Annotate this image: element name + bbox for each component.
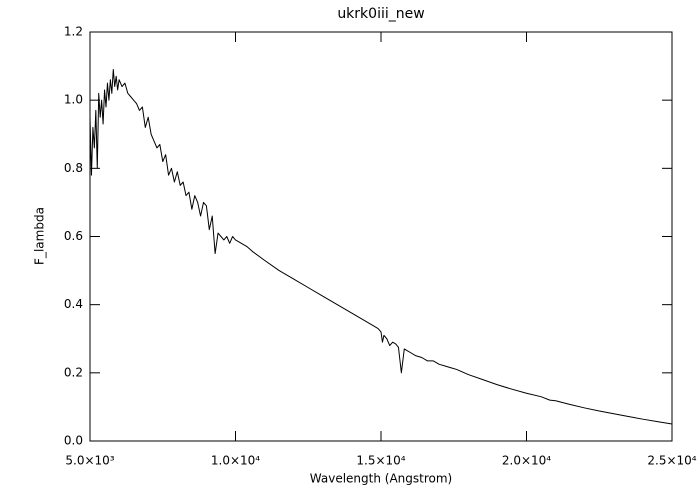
- y-tick-label: 0.6: [64, 229, 83, 243]
- spectrum-line: [89, 68, 673, 425]
- x-axis-label: Wavelength (Angstrom): [310, 472, 452, 486]
- y-tick-label: 0.2: [64, 365, 83, 379]
- y-tick-label: 1.2: [64, 25, 83, 39]
- chart-title: ukrk0iii_new: [337, 6, 424, 22]
- y-tick-label: 0.4: [64, 297, 83, 311]
- x-tick-label: 1.5×10⁴: [356, 454, 405, 468]
- y-tick-label: 0.8: [64, 161, 83, 175]
- y-axis-label: F_lambda: [33, 207, 47, 265]
- x-tick-label: 1.0×10⁴: [211, 454, 260, 468]
- x-tick-label: 2.0×10⁴: [502, 454, 551, 468]
- x-tick-label: 2.5×10⁴: [647, 454, 696, 468]
- x-tick-label: 5.0×10³: [65, 454, 114, 468]
- y-tick-label: 1.0: [64, 93, 83, 107]
- y-tick-label: 0.0: [64, 434, 83, 448]
